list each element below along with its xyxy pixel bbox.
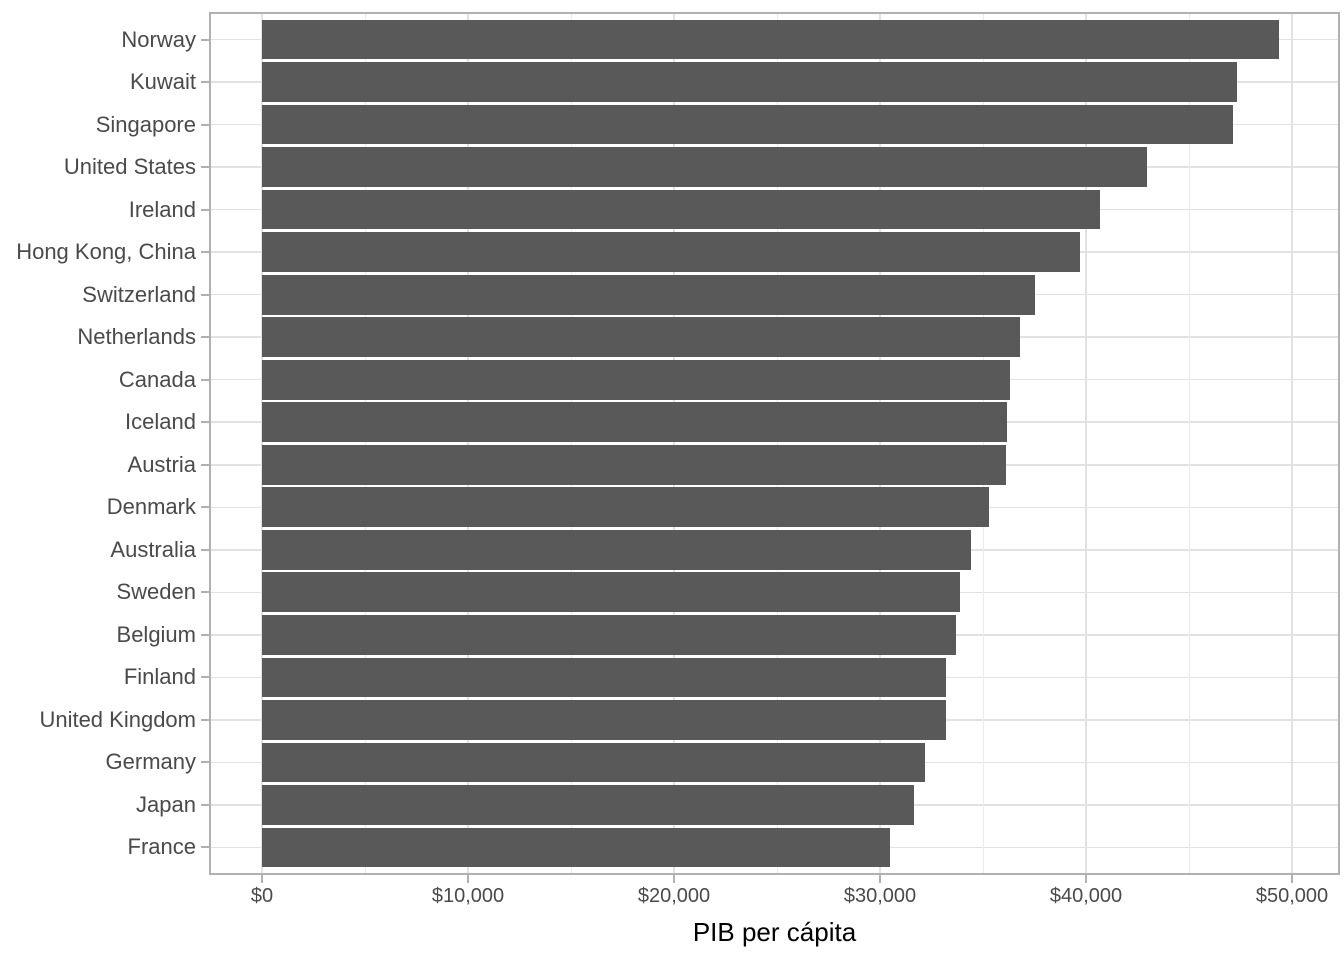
bar [262,444,1007,485]
x-axis-title: PIB per cápita [692,917,857,947]
y-tick-mark [201,293,210,296]
y-tick-mark [201,251,210,254]
y-axis-label: Kuwait [129,69,196,95]
y-axis-label: Austria [127,451,196,477]
bar [262,19,1279,60]
bar [262,189,1100,230]
y-tick-mark [201,718,210,721]
y-tick-mark [201,123,210,126]
bar [262,742,925,783]
bar [262,104,1234,145]
x-axis-label: $30,000 [843,885,917,907]
y-axis-label: Switzerland [82,281,196,307]
x-tick-mark [261,875,263,883]
x-axis-label: $20,000 [637,885,711,907]
y-tick-mark [201,208,210,211]
x-axis-label: $0 [250,885,274,907]
x-axis-label: $40,000 [1049,885,1123,907]
bar [262,232,1081,272]
y-tick-mark [201,676,210,679]
y-axis-label: Ireland [128,196,196,222]
y-axis-label: Netherlands [77,324,196,350]
x-tick-mark [673,875,675,883]
y-tick-mark [201,506,210,509]
x-tick-mark [1291,875,1293,883]
y-tick-mark [201,591,210,594]
y-tick-mark [201,548,210,551]
gridline-major [879,14,881,873]
x-tick-mark [1085,875,1087,883]
gridline-major [1291,14,1293,873]
y-tick-mark [201,761,210,764]
y-tick-mark [201,846,210,849]
bar [262,147,1147,187]
y-tick-mark [201,166,210,169]
bar [262,657,947,698]
y-axis-label: Sweden [116,579,196,605]
y-axis-label: Norway [121,26,196,52]
y-axis-label: Hong Kong, China [16,239,196,265]
bar [262,615,957,655]
gridline-major [673,14,675,873]
y-tick-mark [201,803,210,806]
plot-panel [209,12,1340,875]
y-tick-mark [201,336,210,339]
bar [262,529,972,570]
x-tick-mark [879,875,881,883]
y-axis-label: Australia [110,536,196,562]
y-axis-label: Iceland [125,409,196,435]
x-tick-mark [467,875,469,883]
x-axis-label: $50,000 [1255,885,1329,907]
gridline-minor [982,14,984,873]
y-axis-label: Singapore [95,111,196,137]
bar [262,785,915,825]
bar [262,827,890,868]
gridline-minor [776,14,778,873]
y-tick-mark [201,378,210,381]
y-axis-label: Denmark [106,494,196,520]
y-axis-label: Japan [136,791,196,817]
bar [262,572,960,613]
y-axis-label: Finland [123,664,196,690]
bar [262,359,1011,400]
y-tick-mark [201,81,210,84]
bar [262,700,946,740]
y-axis-label: Canada [118,366,196,392]
y-axis-label: United States [63,154,196,180]
bar [262,487,989,528]
y-tick-mark [201,38,210,41]
y-tick-mark [201,633,210,636]
gridline-minor [1188,14,1190,873]
bar [262,402,1008,443]
y-axis-label: Germany [105,749,196,775]
gridline-major [261,14,263,873]
x-axis-label: $10,000 [431,885,505,907]
gridline-major [467,14,469,873]
y-tick-mark [201,421,210,424]
y-axis-label: Belgium [116,621,196,647]
y-axis-label: France [127,834,196,860]
bar [262,62,1237,102]
y-axis-label: United Kingdom [39,706,196,732]
bar [262,274,1035,315]
gridline-major [1085,14,1087,873]
bar [262,317,1021,358]
y-tick-mark [201,463,210,466]
gridline-minor [364,14,366,873]
gridline-minor [570,14,572,873]
